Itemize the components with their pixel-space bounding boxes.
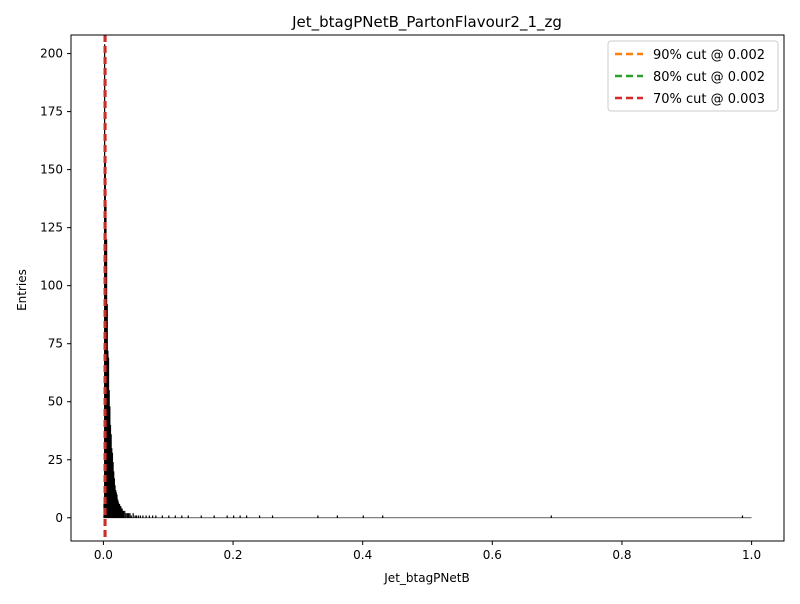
y-tick-label: 200 [40,47,63,61]
histogram-bar [130,515,132,518]
histogram-bar [120,508,123,518]
histogram-bar [741,515,744,518]
y-tick-label: 175 [40,105,63,119]
histogram-bar [109,424,112,518]
histogram-bar [118,503,121,518]
y-tick-label: 125 [40,221,63,235]
histogram-bar [226,515,228,518]
histogram-bar [271,515,274,518]
x-tick-label: 1.0 [742,548,761,562]
y-tick-label: 50 [48,395,63,409]
histogram-bar [122,510,124,518]
histogram-bar [145,515,147,518]
histogram-bar [139,515,141,518]
histogram-bar [113,478,115,518]
y-tick-label: 150 [40,163,63,177]
histogram-bar [107,350,109,518]
histogram-bar [125,513,127,518]
histogram-bar [336,515,338,518]
histogram-bar [116,494,118,518]
histogram-bar [132,513,134,518]
x-tick-label: 0.4 [353,548,372,562]
x-tick-label: 0.0 [94,548,113,562]
histogram-bar [115,492,117,518]
histogram-bar [117,499,119,518]
histogram-bar [134,515,136,518]
legend-label: 70% cut @ 0.003 [653,92,765,107]
plot-frame [70,34,785,542]
histogram-bar [108,390,110,518]
histogram-bar [129,513,131,518]
y-tick-label: 0 [55,511,63,525]
histogram-bar [233,515,235,518]
histogram-bar [121,508,123,518]
histogram-bar [106,304,108,518]
legend: 90% cut @ 0.002 80% cut @ 0.002 70% cut @ … [607,40,779,112]
y-tick-label: 25 [48,453,63,467]
x-axis-label: Jet_btagPNetB [383,571,469,585]
histogram-bar [128,513,130,518]
plot-area: 0.0 0.2 0.4 0.6 0.8 1.0 0 25 50 75 100 125 150 175 200 [40,34,785,562]
histogram-bar [155,515,157,518]
histogram-bar [109,406,111,518]
histogram-bar [362,515,364,518]
histogram-bar [213,515,215,518]
histogram-bar [148,515,150,518]
histogram-bar [168,515,170,518]
y-tick-label: 75 [48,337,63,351]
histogram-bar [246,515,248,518]
legend-box [607,40,779,112]
histogram-bar [120,506,122,518]
histogram-bar [161,515,163,518]
histogram-bar [135,515,138,518]
histogram-bar [113,471,115,518]
histogram-bar [112,462,114,518]
histogram-bar [105,204,107,518]
histogram-bar [107,357,110,518]
histogram-bar [117,501,119,518]
legend-label: 90% cut @ 0.002 [653,48,765,63]
histogram-bar [550,515,552,518]
histogram-bar [142,515,144,518]
histogram-bar [187,515,189,518]
histogram-bar [382,515,384,518]
x-tick-label: 0.2 [223,548,242,562]
histogram-bar [137,515,139,518]
histogram-bar [152,515,154,518]
histogram-bar [174,515,176,518]
histogram-bar [124,510,126,518]
histogram-bar [114,485,116,518]
x-tick-label: 0.8 [612,548,631,562]
chart-title: Jet_btagPNetB_PartonFlavour2_1_zg [291,13,562,32]
histogram-bar [111,452,114,518]
legend-label: 80% cut @ 0.002 [653,70,765,85]
x-tick-label: 0.6 [483,548,502,562]
histogram-bar [317,515,319,518]
y-tick-label: 100 [40,279,63,293]
histogram-bar [126,513,128,518]
histogram-bar [200,515,202,518]
histogram-bar [111,448,113,518]
histogram-bar [119,506,121,518]
histogram-bar [181,515,183,518]
histogram-bar [115,489,117,518]
histogram-bar [122,510,125,518]
histogram-bar [110,434,112,518]
histogram-bar [258,515,261,518]
histogram-bar [118,503,120,518]
histogram-bar [239,515,241,518]
y-axis-label: Entries [15,269,29,311]
